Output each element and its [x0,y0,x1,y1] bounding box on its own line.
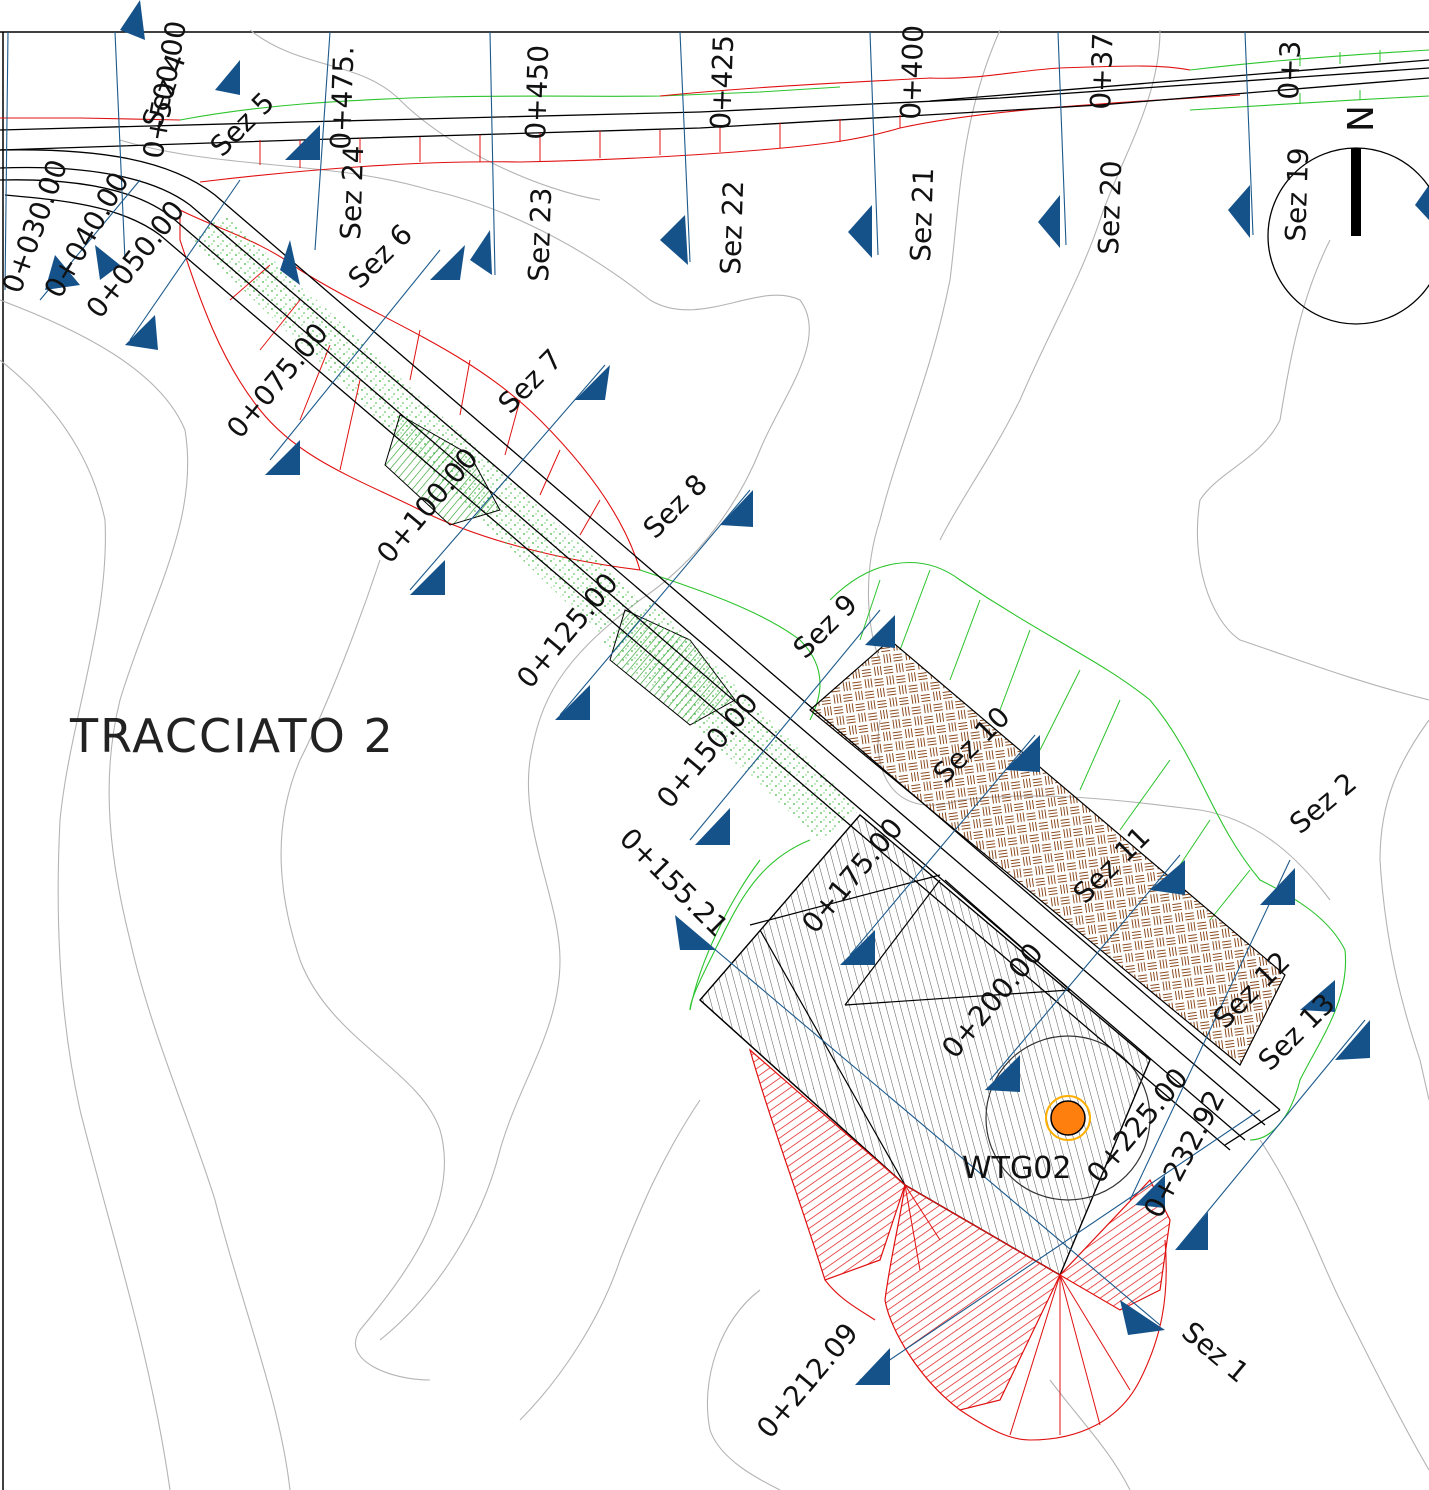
section-label: Sez 7 [492,343,569,420]
chainage-label: 0+212.09 [750,1317,865,1445]
section-arrows [45,0,1429,1385]
section-lines [4,31,1366,1381]
paved-area [809,639,1286,1066]
main-road-chainage: 0+425 [704,34,740,130]
main-road-section: Sez 19 [1279,147,1315,242]
section-label: Sez 2 [1283,766,1363,840]
terrain-contours [0,29,1429,1490]
access-road-earthworks [179,209,860,1011]
main-road-chainage: 0+475. [324,46,361,151]
main-road-chainage: 0+37 [1084,32,1120,110]
main-road-section: Sez 22 [714,180,750,275]
main-road-section: Sez 24 [334,145,370,240]
main-road [0,49,1429,183]
main-road-section: Sez 21 [904,167,940,262]
turbine-label: WTG02 [962,1151,1071,1186]
access-road-edges [0,149,1281,1151]
section-label: Sez 9 [787,588,864,665]
platform-embankment [689,562,1347,1141]
main-road-chainage: 0+450 [519,44,555,140]
north-arrow: N [1267,105,1429,325]
cut-slopes [748,1048,1171,1441]
map-title: TRACCIATO 2 [69,709,395,763]
section-label: Sez 1 [1176,1315,1256,1389]
turbine-marker [1045,1095,1091,1141]
north-label: N [1341,105,1382,132]
main-road-section: Sez 20 [1092,160,1128,255]
main-road-chainage: 0+400 [894,24,930,120]
main-road-chainage: 0+3 [1272,40,1307,100]
main-road-section: Sez 23 [522,187,558,282]
section-label: Sez 8 [637,468,714,545]
